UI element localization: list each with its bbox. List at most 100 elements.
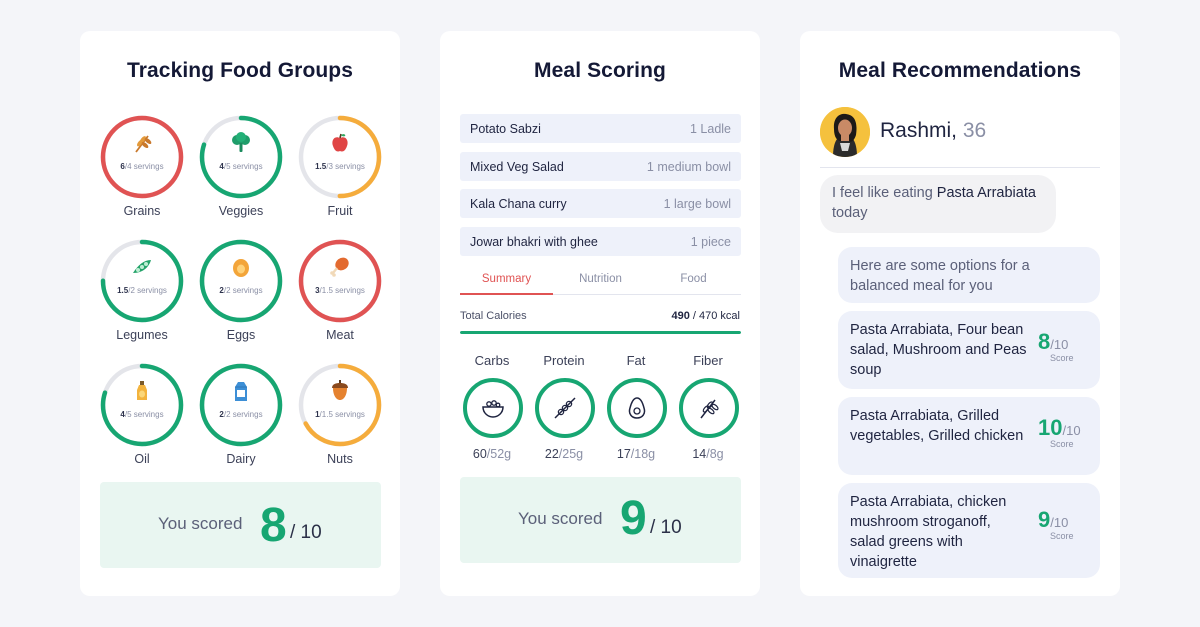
broccoli-icon bbox=[232, 132, 250, 152]
meal-row[interactable]: Jowar bhakri with ghee 1 piece bbox=[460, 227, 741, 256]
nutrient-name: Carbs bbox=[474, 353, 510, 368]
food-group-dairy[interactable]: 2/2 servings Dairy bbox=[199, 363, 283, 475]
eggs-label: Eggs bbox=[226, 328, 256, 342]
nutrient-name: Fat bbox=[626, 353, 646, 368]
food-group-eggs[interactable]: 2/2 servings Eggs bbox=[199, 239, 283, 351]
ring-progress bbox=[199, 115, 283, 199]
tab-summary[interactable]: Summary bbox=[460, 273, 553, 295]
meal-quantity: 1 piece bbox=[690, 235, 731, 249]
meal-quantity: 1 large bowl bbox=[663, 197, 731, 211]
assistant-message-bubble: Here are some options for a balanced mea… bbox=[838, 247, 1100, 303]
calories-progress-bar bbox=[460, 331, 741, 334]
meal-name: Potato Sabzi bbox=[470, 122, 541, 136]
peapod-icon bbox=[133, 260, 151, 273]
bowl-icon bbox=[482, 400, 504, 418]
meat-label: Meat bbox=[326, 328, 354, 342]
dairy-label: Dairy bbox=[226, 452, 256, 466]
nutrient-fat: Fat 17/18g bbox=[604, 353, 668, 465]
meal-recommendations-card: Meal Recommendations Rashmi, 36 I feel l… bbox=[800, 31, 1120, 596]
food-groups-card: Tracking Food Groups 6/4 servings Grains… bbox=[80, 31, 400, 596]
option-score: 9/10 Score bbox=[1038, 507, 1074, 541]
food-groups-score-panel: You scored 8 / 10 bbox=[100, 482, 381, 568]
meal-tabs: Summary Nutrition Food bbox=[460, 269, 741, 295]
food-group-legumes[interactable]: 1.5/2 servings Legumes bbox=[100, 239, 184, 351]
egg-icon bbox=[233, 259, 249, 277]
nut-icon bbox=[332, 380, 348, 400]
nutrient-fiber: Fiber 14/8g bbox=[676, 353, 740, 465]
user-name: Rashmi, 36 bbox=[880, 119, 987, 142]
tab-food[interactable]: Food bbox=[680, 273, 707, 285]
avatar bbox=[820, 107, 870, 157]
fruit-label: Fruit bbox=[327, 204, 353, 218]
score-value: 8 bbox=[260, 499, 287, 552]
meal-row[interactable]: Kala Chana curry 1 large bowl bbox=[460, 189, 741, 218]
legumes-servings: 1.5/2 servings bbox=[117, 286, 167, 295]
meat-ring bbox=[298, 239, 382, 323]
oil-servings: 4/5 servings bbox=[120, 410, 164, 419]
veggies-ring bbox=[199, 115, 283, 199]
fruit-servings: 1.5/3 servings bbox=[315, 162, 365, 171]
food-group-veggies[interactable]: 4/5 servings Veggies bbox=[199, 115, 283, 227]
food-group-fruit[interactable]: 1.5/3 servings Fruit bbox=[298, 115, 382, 227]
meat-servings: 3/1.5 servings bbox=[315, 286, 365, 295]
score-label: You scored bbox=[518, 509, 603, 528]
tab-nutrition[interactable]: Nutrition bbox=[579, 273, 622, 285]
meal-score-panel: You scored 9 / 10 bbox=[460, 477, 741, 563]
option-score: 8/10 Score bbox=[1038, 329, 1074, 363]
meal-row[interactable]: Mixed Veg Salad 1 medium bowl bbox=[460, 152, 741, 181]
nutrient-name: Fiber bbox=[693, 353, 723, 368]
fruit-ring bbox=[298, 115, 382, 199]
meal-scoring-title: Meal Scoring bbox=[534, 59, 666, 82]
grains-ring bbox=[100, 115, 184, 199]
nutrient-name: Protein bbox=[543, 353, 585, 368]
food-group-meat[interactable]: 3/1.5 servings Meat bbox=[298, 239, 382, 351]
user-age: 36 bbox=[962, 119, 987, 142]
ring-progress bbox=[100, 239, 184, 323]
food-group-oil[interactable]: 4/5 servings Oil bbox=[100, 363, 184, 475]
nuts-ring bbox=[298, 363, 382, 447]
ring-progress bbox=[298, 363, 382, 447]
skewer-icon bbox=[554, 397, 576, 419]
grain-stalk-icon bbox=[700, 399, 719, 419]
food-groups-title: Tracking Food Groups bbox=[126, 59, 354, 82]
food-group-nuts[interactable]: 1/1.5 servings Nuts bbox=[298, 363, 382, 475]
drumstick-icon bbox=[330, 257, 349, 277]
meal-name: Jowar bhakri with ghee bbox=[470, 235, 598, 249]
total-calories-label: Total Calories bbox=[460, 310, 527, 322]
meal-row[interactable]: Potato Sabzi 1 Ladle bbox=[460, 114, 741, 143]
score-max: / 10 bbox=[290, 522, 322, 543]
meal-quantity: 1 Ladle bbox=[689, 122, 731, 136]
oil-bottle-icon bbox=[137, 381, 147, 400]
meal-quantity: 1 medium bowl bbox=[646, 160, 731, 174]
recommendation-option[interactable]: Pasta Arrabiata, Grilled vegetables, Gri… bbox=[838, 397, 1100, 475]
grains-label: Grains bbox=[123, 204, 161, 218]
dairy-servings: 2/2 servings bbox=[219, 410, 263, 419]
ring-progress bbox=[298, 115, 382, 199]
user-message-bubble: I feel like eating Pasta Arrabiata today bbox=[820, 175, 1056, 233]
meal-scoring-card: Meal Scoring Potato Sabzi 1 Ladle Mixed … bbox=[440, 31, 760, 596]
legumes-label: Legumes bbox=[116, 328, 168, 342]
nutrient-ring bbox=[535, 378, 595, 438]
nutrient-value: 60/52g bbox=[472, 447, 512, 461]
meal-recommendations-title: Meal Recommendations bbox=[838, 59, 1082, 82]
option-text: Pasta Arrabiata, Grilled vegetables, Gri… bbox=[850, 408, 1024, 444]
option-text: Pasta Arrabiata, Four bean salad, Mushro… bbox=[850, 322, 1027, 378]
recommendation-option[interactable]: Pasta Arrabiata, Four bean salad, Mushro… bbox=[838, 311, 1100, 389]
recommendation-option[interactable]: Pasta Arrabiata, chicken mushroom stroga… bbox=[838, 483, 1100, 578]
total-calories-value: 490 / 470 kcal bbox=[671, 310, 740, 322]
apple-icon bbox=[332, 133, 348, 152]
score-max: / 10 bbox=[650, 517, 682, 538]
option-text: Pasta Arrabiata, chicken mushroom stroga… bbox=[850, 494, 1007, 570]
nuts-label: Nuts bbox=[327, 452, 353, 466]
calories-progress-fill bbox=[460, 331, 741, 334]
ring-progress bbox=[100, 363, 184, 447]
oil-label: Oil bbox=[134, 452, 150, 466]
veggies-servings: 4/5 servings bbox=[219, 162, 263, 171]
nutrient-ring bbox=[607, 378, 667, 438]
ring-progress bbox=[100, 115, 184, 199]
meal-name: Mixed Veg Salad bbox=[470, 160, 564, 174]
option-score: 10/10 Score bbox=[1038, 415, 1081, 449]
food-group-grains[interactable]: 6/4 servings Grains bbox=[100, 115, 184, 227]
divider bbox=[820, 167, 1100, 168]
eggs-ring bbox=[199, 239, 283, 323]
